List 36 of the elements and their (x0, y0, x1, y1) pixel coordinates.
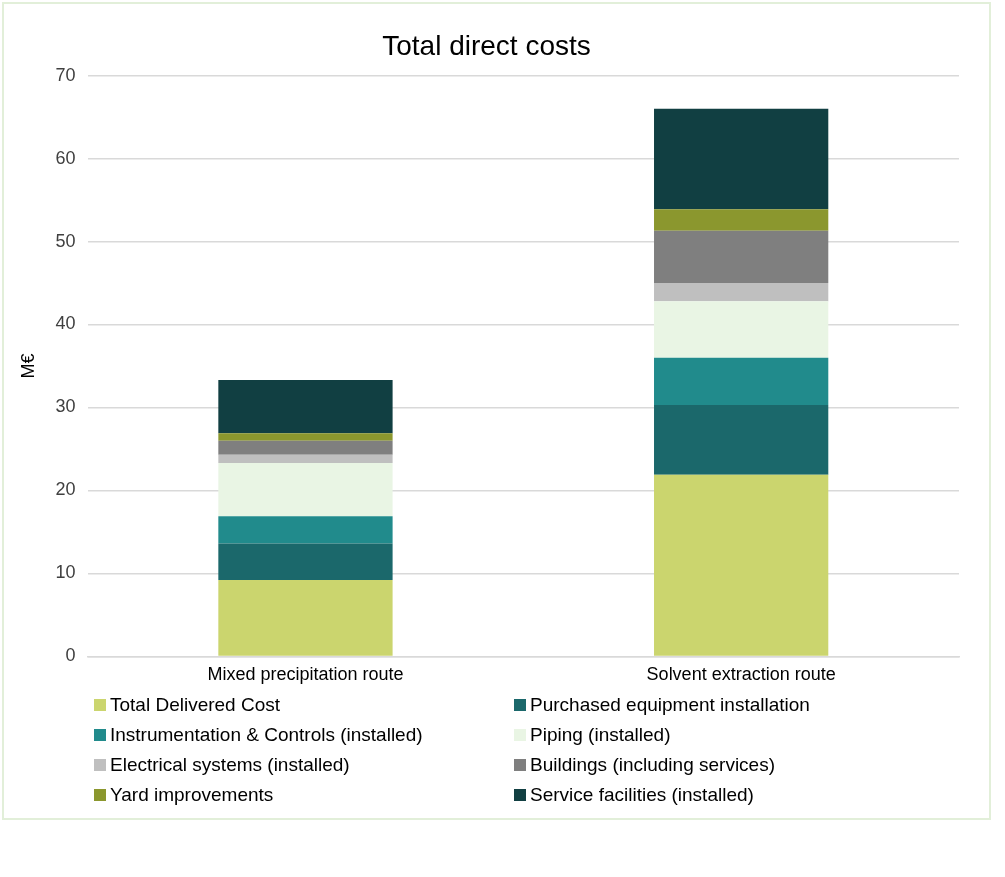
y-axis-title: M€ (17, 353, 38, 379)
bar (218, 380, 393, 434)
bar (218, 580, 393, 656)
x-tick-label: Solvent extraction route (646, 664, 836, 685)
bar (654, 230, 829, 284)
bar (654, 474, 829, 656)
chart-title: Total direct costs (382, 29, 591, 61)
y-tick-label: 20 (55, 479, 76, 500)
bar (654, 405, 829, 475)
legend-label: Piping (installed) (530, 724, 671, 746)
x-tick-label: Mixed precipitation route (207, 664, 404, 685)
y-tick-label: 60 (55, 147, 76, 168)
bar (218, 440, 393, 455)
y-tick-label: 0 (65, 645, 76, 666)
bar (218, 433, 393, 441)
y-tick-label: 50 (55, 230, 76, 251)
legend-label: Total Delivered Cost (110, 694, 281, 716)
bar (654, 357, 829, 405)
bar (218, 463, 393, 517)
legend-label: Instrumentation & Controls (installed) (110, 724, 423, 746)
bar (654, 108, 829, 210)
y-tick-label: 10 (55, 562, 76, 583)
y-tick-label: 70 (55, 64, 76, 85)
bar (218, 454, 393, 464)
legend-label: Electrical systems (installed) (110, 754, 350, 776)
legend-label: Purchased equipment installation (530, 694, 810, 716)
bar (654, 283, 829, 302)
y-tick-label: 40 (55, 313, 76, 334)
y-tick-label: 30 (55, 396, 76, 417)
bar (218, 543, 393, 581)
bar (654, 209, 829, 231)
bar (654, 301, 829, 358)
bar (218, 516, 393, 544)
legend-label: Yard improvements (110, 784, 274, 806)
legend-label: Buildings (including services) (530, 754, 775, 776)
legend-label: Service facilities (installed) (530, 784, 754, 806)
